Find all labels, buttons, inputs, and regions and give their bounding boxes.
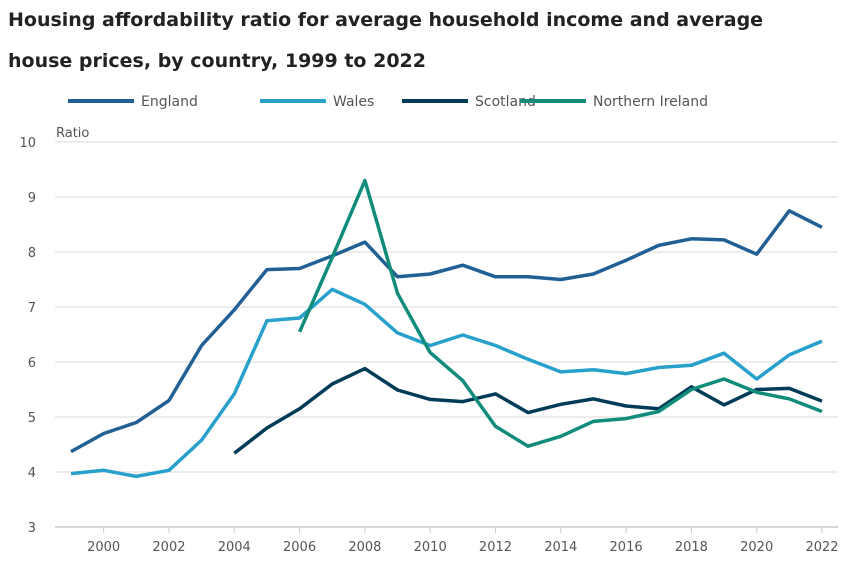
x-tick-label: 2008: [348, 540, 381, 555]
legend-label-england: England: [141, 94, 198, 110]
series-line-england: [70, 209, 823, 454]
y-axis-label: Ratio: [56, 126, 89, 141]
series-line-northern-ireland: [297, 178, 823, 448]
series-line-wales: [70, 287, 823, 479]
y-tick-label: 7: [28, 301, 36, 316]
x-tick-label: 2010: [414, 540, 447, 555]
x-tick-label: 2016: [610, 540, 643, 555]
y-tick-label: 9: [28, 191, 36, 206]
legend-label-wales: Wales: [333, 94, 374, 110]
y-tick-label: 4: [28, 466, 36, 481]
x-tick-label: 2022: [805, 540, 838, 555]
legend-label-scotland: Scotland: [475, 94, 536, 110]
x-tick-label: 2018: [675, 540, 708, 555]
x-tick-label: 2020: [740, 540, 773, 555]
x-tick-label: 2004: [218, 540, 251, 555]
x-tick-label: 2012: [479, 540, 512, 555]
series-line-scotland: [233, 366, 823, 455]
x-tick-label: 2002: [152, 540, 185, 555]
y-tick-label: 8: [28, 246, 36, 261]
y-tick-label: 10: [19, 136, 36, 151]
legend-label-northern-ireland: Northern Ireland: [593, 94, 708, 110]
x-tick-label: 2000: [87, 540, 120, 555]
chart-title: Housing affordability ratio for average …: [8, 9, 764, 72]
y-tick-label: 3: [28, 521, 36, 536]
x-tick-label: 2014: [544, 540, 577, 555]
y-tick-label: 5: [28, 411, 36, 426]
x-tick-label: 2006: [283, 540, 316, 555]
y-tick-label: 6: [28, 356, 36, 371]
